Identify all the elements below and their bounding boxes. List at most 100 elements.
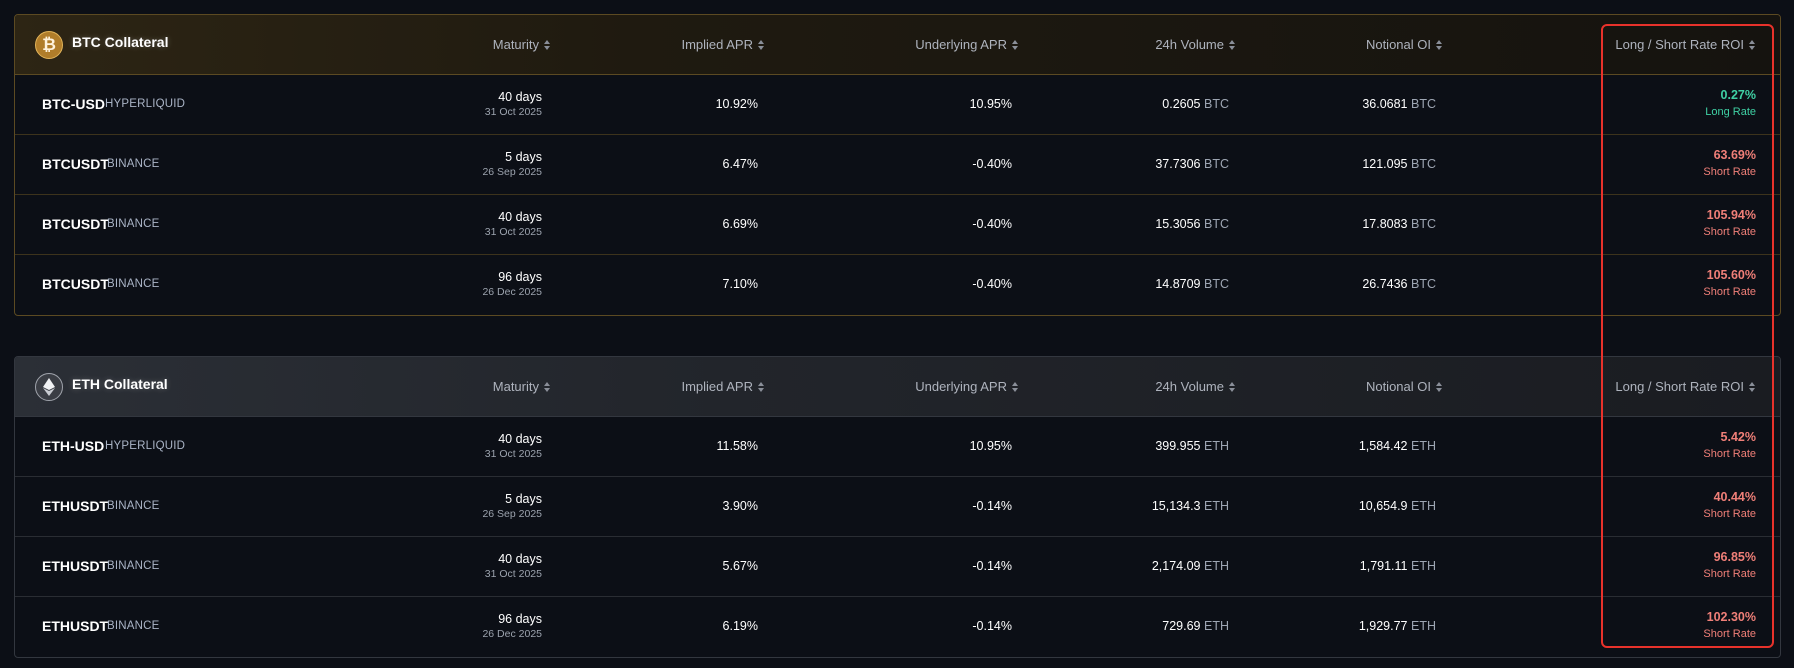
underlying-apr-value: -0.14% — [972, 619, 1012, 633]
sort-roi-header[interactable]: Long / Short Rate ROI — [1615, 37, 1755, 52]
underlying-apr-value: -0.40% — [972, 157, 1012, 171]
maturity-days: 5 days — [505, 492, 542, 506]
pair-symbol: BTCUSDT — [42, 216, 109, 232]
pair-symbol: ETHUSDT — [42, 618, 109, 634]
table-row[interactable]: BTC-USD HYPERLIQUID 40 days 31 Oct 2025 10.9… — [15, 75, 1780, 135]
sort-underlying-apr-header[interactable]: Underlying APR — [915, 379, 1018, 394]
roi-value: 105.60% — [1706, 268, 1756, 282]
exchange-label: BINANCE — [107, 278, 160, 290]
ethereum-icon — [35, 373, 63, 401]
rate-type-label: Long Rate — [1705, 106, 1756, 118]
table-row[interactable]: ETHUSDT BINANCE 5 days 26 Sep 2025 3.90% -0.1… — [15, 477, 1780, 537]
notional-oi-value: 26.7436 BTC — [1362, 277, 1436, 291]
sort-implied-apr-header[interactable]: Implied APR — [681, 37, 764, 52]
exchange-label: BINANCE — [107, 158, 160, 170]
maturity-date: 26 Sep 2025 — [482, 166, 542, 178]
sort-icon — [758, 39, 764, 50]
sort-notional-oi-header[interactable]: Notional OI — [1366, 37, 1442, 52]
table-row[interactable]: BTCUSDT BINANCE 96 days 26 Dec 2025 7.10% -0.… — [15, 255, 1780, 315]
eth-group-header: ETH Collateral Maturity Implied APR Unde… — [15, 357, 1780, 417]
sort-icon — [1012, 39, 1018, 50]
group-title: BTC Collateral — [72, 34, 169, 50]
table-row[interactable]: BTCUSDT BINANCE 5 days 26 Sep 2025 6.47% -0.4… — [15, 135, 1780, 195]
roi-value: 96.85% — [1713, 550, 1756, 564]
rate-type-label: Short Rate — [1703, 166, 1756, 178]
volume-value: 15.3056 BTC — [1155, 217, 1229, 231]
btc-collateral-panel: ₿ BTC Collateral Maturity Implied APR Un… — [14, 14, 1781, 316]
roi-value: 40.44% — [1713, 490, 1756, 504]
sort-notional-oi-header[interactable]: Notional OI — [1366, 379, 1442, 394]
volume-value: 14.8709 BTC — [1155, 277, 1229, 291]
sort-icon — [1436, 381, 1442, 392]
underlying-apr-value: -0.40% — [972, 217, 1012, 231]
sort-icon — [1749, 381, 1755, 392]
roi-value: 0.27% — [1720, 88, 1756, 102]
notional-oi-value: 17.8083 BTC — [1362, 217, 1436, 231]
sort-icon — [1229, 39, 1235, 50]
notional-oi-value: 121.095 BTC — [1362, 157, 1436, 171]
maturity-date: 31 Oct 2025 — [484, 568, 542, 580]
table-row[interactable]: ETH-USD HYPERLIQUID 40 days 31 Oct 2025 11.5… — [15, 417, 1780, 477]
maturity-days: 40 days — [498, 552, 542, 566]
volume-value: 15,134.3 ETH — [1151, 499, 1229, 513]
sort-maturity-header[interactable]: Maturity — [493, 37, 550, 52]
exchange-label: BINANCE — [107, 620, 160, 632]
sort-roi-header[interactable]: Long / Short Rate ROI — [1615, 379, 1755, 394]
maturity-date: 31 Oct 2025 — [484, 448, 542, 460]
table-row[interactable]: BTCUSDT BINANCE 40 days 31 Oct 2025 6.69% -0.… — [15, 195, 1780, 255]
implied-apr-value: 6.47% — [722, 157, 758, 171]
sort-volume-header[interactable]: 24h Volume — [1155, 379, 1235, 394]
exchange-label: BINANCE — [107, 560, 160, 572]
sort-underlying-apr-header[interactable]: Underlying APR — [915, 37, 1018, 52]
underlying-apr-value: -0.14% — [972, 499, 1012, 513]
sort-icon — [1012, 381, 1018, 392]
maturity-days: 96 days — [498, 270, 542, 284]
maturity-date: 26 Dec 2025 — [482, 628, 542, 640]
sort-volume-header[interactable]: 24h Volume — [1155, 37, 1235, 52]
roi-value: 63.69% — [1713, 148, 1756, 162]
volume-value: 2,174.09 ETH — [1151, 559, 1229, 573]
rate-type-label: Short Rate — [1703, 508, 1756, 520]
btc-group-header: ₿ BTC Collateral Maturity Implied APR Un… — [15, 15, 1780, 75]
exchange-label: HYPERLIQUID — [105, 440, 186, 452]
bitcoin-icon: ₿ — [35, 31, 63, 59]
table-row[interactable]: ETHUSDT BINANCE 96 days 26 Dec 2025 6.19% -0.… — [15, 597, 1780, 657]
sort-icon — [544, 39, 550, 50]
volume-value: 399.955 ETH — [1155, 439, 1229, 453]
btc-rows: BTC-USD HYPERLIQUID 40 days 31 Oct 2025 10.9… — [15, 75, 1780, 315]
volume-value: 729.69 ETH — [1162, 619, 1229, 633]
maturity-date: 31 Oct 2025 — [484, 226, 542, 238]
volume-value: 0.2605 BTC — [1162, 97, 1229, 111]
maturity-days: 40 days — [498, 210, 542, 224]
underlying-apr-value: -0.40% — [972, 277, 1012, 291]
pair-symbol: ETHUSDT — [42, 498, 109, 514]
sort-implied-apr-header[interactable]: Implied APR — [681, 379, 764, 394]
maturity-days: 40 days — [498, 90, 542, 104]
implied-apr-value: 5.67% — [722, 559, 758, 573]
eth-rows: ETH-USD HYPERLIQUID 40 days 31 Oct 2025 11.5… — [15, 417, 1780, 657]
notional-oi-value: 1,929.77 ETH — [1358, 619, 1436, 633]
sort-icon — [758, 381, 764, 392]
sort-maturity-header[interactable]: Maturity — [493, 379, 550, 394]
notional-oi-value: 1,584.42 ETH — [1358, 439, 1436, 453]
notional-oi-value: 36.0681 BTC — [1362, 97, 1436, 111]
maturity-date: 31 Oct 2025 — [484, 106, 542, 118]
table-row[interactable]: ETHUSDT BINANCE 40 days 31 Oct 2025 5.67% -0.… — [15, 537, 1780, 597]
implied-apr-value: 6.69% — [722, 217, 758, 231]
implied-apr-value: 6.19% — [722, 619, 758, 633]
volume-value: 37.7306 BTC — [1155, 157, 1229, 171]
notional-oi-value: 10,654.9 ETH — [1358, 499, 1436, 513]
rate-type-label: Short Rate — [1703, 226, 1756, 238]
sort-icon — [1436, 39, 1442, 50]
rate-type-label: Short Rate — [1703, 628, 1756, 640]
maturity-days: 40 days — [498, 432, 542, 446]
eth-collateral-panel: ETH Collateral Maturity Implied APR Unde… — [14, 356, 1781, 658]
implied-apr-value: 10.92% — [715, 97, 758, 111]
rate-type-label: Short Rate — [1703, 568, 1756, 580]
underlying-apr-value: 10.95% — [969, 439, 1012, 453]
rate-type-label: Short Rate — [1703, 448, 1756, 460]
maturity-days: 5 days — [505, 150, 542, 164]
underlying-apr-value: 10.95% — [969, 97, 1012, 111]
pair-symbol: ETHUSDT — [42, 558, 109, 574]
pair-symbol: BTC-USD — [42, 96, 105, 112]
